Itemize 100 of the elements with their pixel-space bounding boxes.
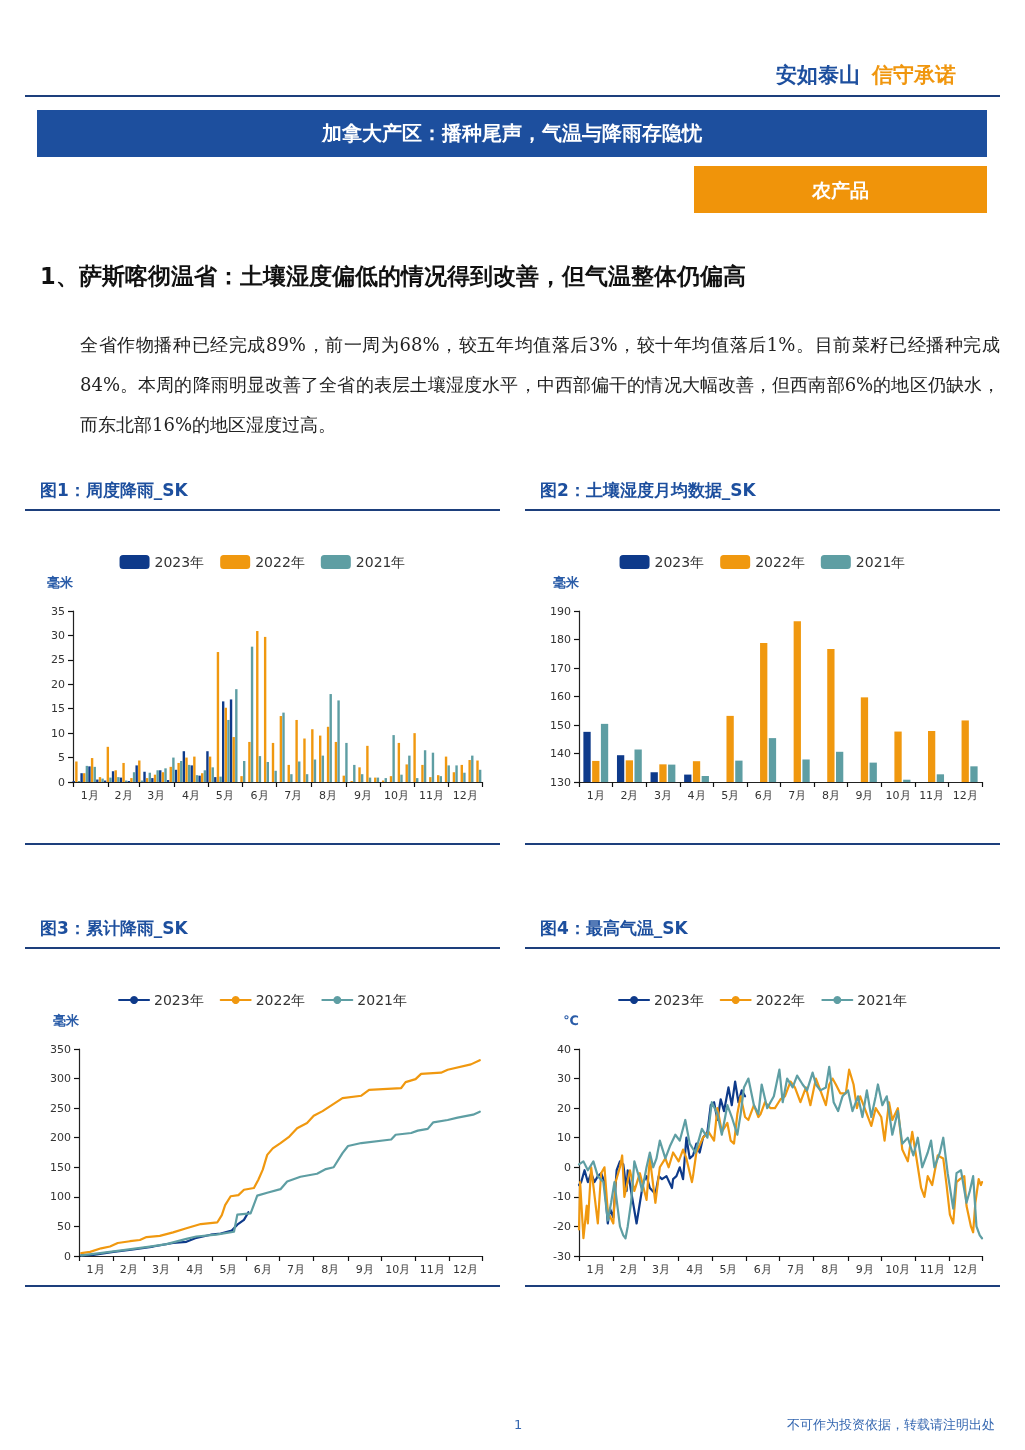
chart-title: 图3：累计降雨_SK [40,917,188,939]
chart-title: 图1：周度降雨_SK [40,479,188,501]
y-tick-label: 200 [50,1131,71,1145]
bar [290,774,293,782]
y-tick-label: 10 [557,1131,571,1145]
x-tick-label: 9月 [355,1263,374,1276]
x-tick-label: 5月 [721,789,740,802]
y-tick-label: 250 [50,1101,71,1115]
y-tick-label: 30 [51,628,65,642]
x-tick-label: 1月 [586,1263,605,1276]
bar [421,764,424,782]
x-tick-label: 6月 [250,789,269,802]
bar [311,729,314,782]
bar [463,772,466,782]
bar [232,737,235,782]
legend-label: 2022年 [755,554,805,570]
bar [214,777,217,782]
legend-label: 2023年 [154,992,204,1008]
bar [468,760,471,782]
bar [295,719,298,782]
y-tick-label: 140 [550,747,571,760]
y-tick-label: -20 [553,1219,571,1233]
y-tick-label: 0 [564,1160,571,1174]
bar [303,738,306,782]
x-tick-label: 10月 [885,789,911,802]
bar [476,760,479,782]
y-tick-label: 40 [557,1042,571,1056]
bar [227,719,230,782]
x-tick-label: 3月 [147,789,166,802]
x-tick-label: 7月 [287,1263,305,1276]
bar [185,757,188,782]
y-tick-label: 50 [57,1219,71,1233]
y-tick-label: 300 [50,1072,71,1086]
y-axis-title: 毫米 [47,575,74,590]
x-tick-label: 11月 [419,1263,445,1276]
legend-label: 2021年 [857,992,907,1008]
bar [447,765,450,782]
y-tick-label: 0 [58,775,65,789]
x-tick-label: 10月 [885,1263,911,1276]
legend-label: 2023年 [654,992,704,1008]
y-tick-label: -10 [553,1190,571,1204]
x-tick-label: 10月 [385,1263,411,1276]
x-tick-label: 2月 [119,1263,138,1276]
bar [408,755,411,782]
y-axis-title: 毫米 [53,1013,80,1028]
y-tick-label: 25 [51,653,65,667]
x-tick-label: 4月 [687,789,706,802]
x-tick-label: 4月 [686,1263,705,1276]
text: 安如泰山 [776,62,860,88]
x-tick-label: 6月 [253,1263,272,1276]
legend-label: 2021年 [355,554,406,570]
x-tick-label: 9月 [855,789,874,802]
text: 全省作物播种已经完成89%，前一周为68%，较五年均值落后3%，较十年均值落后1%。目前菜籽已经播种完成84%。本周的降雨明显改善了全省的表层土壤湿度水平，中西部偏干的情况大幅改善，但西南部6%的地区仍缺水，而东北部16%的地区湿度过高。 [80,333,1000,437]
line-series [577,1080,747,1225]
x-tick-label: 8月 [321,1263,340,1276]
x-tick-label: 12月 [952,789,978,802]
bar [392,735,395,782]
legend-label: 2022年 [255,554,305,570]
bar [143,771,146,782]
bar [400,774,403,782]
bar [206,751,209,782]
y-axis-title: 毫米 [553,575,580,590]
chart-title: 图4：最高气温_SK [540,917,688,939]
x-tick-label: 2月 [114,789,133,802]
legend-label: 2022年 [755,992,806,1008]
bar [235,689,238,782]
bar [282,712,285,782]
x-tick-label: 9月 [855,1263,874,1276]
x-tick-label: 4月 [186,1263,205,1276]
x-tick-label: 2月 [620,789,639,802]
bar [337,700,340,782]
y-tick-label: 35 [51,604,65,618]
bar [219,776,222,782]
x-tick-label: 6月 [753,1263,772,1276]
y-tick-label: 0 [64,1249,71,1263]
bar [172,757,175,782]
x-tick-label: 12月 [452,789,478,802]
x-tick-label: 6月 [754,789,773,802]
x-tick-label: 3月 [151,1263,170,1276]
y-axis-title: ℃ [563,1013,579,1028]
x-tick-label: 1月 [80,789,99,802]
y-tick-label: 350 [50,1042,71,1056]
legend-label: 2021年 [357,992,407,1008]
x-tick-label: 12月 [952,1263,978,1276]
y-tick-label: 100 [50,1190,71,1204]
legend-label: 2023年 [654,554,705,570]
y-tick-label: 20 [557,1101,571,1115]
x-tick-label: 5月 [219,1263,238,1276]
x-tick-label: 4月 [181,789,200,802]
x-tick-label: 8月 [319,789,338,802]
x-tick-label: 11月 [919,789,945,802]
y-tick-label: 160 [550,690,571,703]
bar [164,768,167,782]
text: 信守承诺 [872,62,956,88]
x-tick-label: 5月 [719,1263,738,1276]
x-tick-label: 12月 [452,1263,478,1276]
bar [274,770,277,782]
bar [366,745,369,782]
bar [135,765,138,782]
text: 加拿大产区：播种尾声，气温与降雨存隐忧 [322,121,702,145]
